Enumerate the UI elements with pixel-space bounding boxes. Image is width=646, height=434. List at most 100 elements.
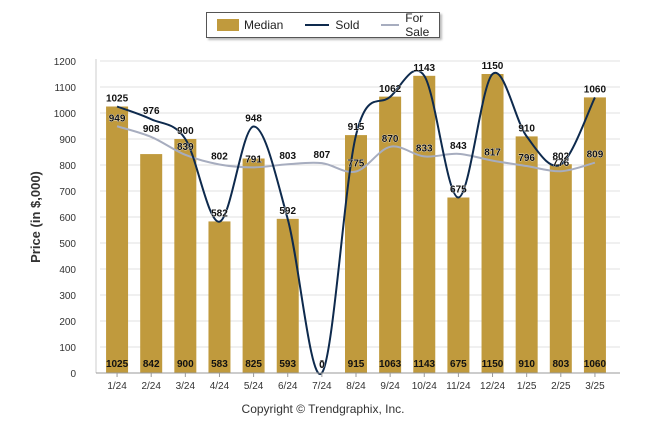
median-swatch xyxy=(217,19,239,31)
bar-median xyxy=(242,158,265,373)
x-tick-label: 1/25 xyxy=(517,381,537,392)
data-label-sold: 582 xyxy=(211,209,228,220)
series-lines xyxy=(116,69,596,375)
bar-median xyxy=(549,164,572,373)
bar-median xyxy=(140,154,163,373)
x-tick-label: 12/24 xyxy=(480,381,505,392)
y-tick-label: 200 xyxy=(59,317,76,328)
data-label-sold: 1025 xyxy=(106,94,129,105)
data-label-median: 1063 xyxy=(379,359,402,370)
data-label-sold: 1062 xyxy=(379,84,402,95)
legend: Median Sold For Sale xyxy=(206,11,440,39)
data-label-sold: 1150 xyxy=(482,61,504,72)
data-label-sold: 948 xyxy=(245,114,262,125)
x-tick-label: 10/24 xyxy=(412,381,437,392)
legend-item-for-sale[interactable]: For Sale xyxy=(381,11,439,39)
data-label-sold: 0 xyxy=(319,360,325,371)
bar-median xyxy=(174,139,197,373)
data-label-sold: 1060 xyxy=(584,84,607,95)
bar-median xyxy=(379,96,402,374)
x-tick-label: 6/24 xyxy=(278,381,298,392)
data-label-for-sale: 839 xyxy=(177,142,194,153)
y-tick-label: 1000 xyxy=(54,109,77,120)
bar-median xyxy=(413,75,436,373)
data-label-for-sale: 870 xyxy=(382,134,399,145)
data-label-median: 803 xyxy=(552,359,569,370)
data-label-median: 900 xyxy=(177,359,194,370)
x-tick-label: 11/24 xyxy=(446,381,471,392)
data-label-sold: 802 xyxy=(552,151,569,162)
data-label-for-sale: 949 xyxy=(109,113,126,124)
data-label-for-sale: 776 xyxy=(552,158,569,169)
y-tick-label: 800 xyxy=(59,161,76,172)
data-label-sold: 675 xyxy=(450,185,467,196)
data-label-median: 583 xyxy=(211,359,228,370)
x-tick-label: 4/24 xyxy=(210,381,230,392)
data-label-median: 825 xyxy=(245,359,262,370)
bar-median xyxy=(106,106,129,373)
data-label-for-sale: 791 xyxy=(245,154,262,165)
x-tick-label: 3/24 xyxy=(176,381,196,392)
data-label-for-sale: 803 xyxy=(279,151,296,162)
y-tick-label: 600 xyxy=(59,213,76,224)
x-tick-label: 7/24 xyxy=(312,381,332,392)
y-tick-label: 100 xyxy=(59,343,76,354)
y-tick-label: 700 xyxy=(59,187,76,198)
data-label-for-sale: 775 xyxy=(348,159,365,170)
y-axis: 0 100 200 300 400 500 600 700 800 900 1000 1100 1200 xyxy=(54,57,97,380)
y-tick-label: 300 xyxy=(59,291,76,302)
data-label-for-sale: 807 xyxy=(314,150,331,161)
y-tick-label: 1200 xyxy=(54,57,77,68)
data-label-median: 1150 xyxy=(482,359,504,370)
for-sale-line xyxy=(116,125,596,173)
x-tick-label: 2/25 xyxy=(551,381,571,392)
data-label-median: 675 xyxy=(450,359,467,370)
data-label-for-sale: 833 xyxy=(416,143,433,154)
copyright-footer: Copyright © Trendgraphix, Inc. xyxy=(241,402,405,416)
y-tick-label: 900 xyxy=(59,135,76,146)
bar-median xyxy=(276,218,299,373)
bar-median xyxy=(481,74,504,373)
data-label-for-sale: 843 xyxy=(450,141,467,152)
legend-item-median[interactable]: Median xyxy=(217,18,283,32)
bar-median xyxy=(583,97,606,374)
bar-median xyxy=(515,136,538,373)
y-axis-title: Price (in $,000) xyxy=(28,171,43,263)
data-label-sold: 915 xyxy=(348,122,365,133)
y-tick-label: 400 xyxy=(59,265,76,276)
sold-line xyxy=(116,69,596,375)
data-labels: 1025 842 900 583 825 593 0 915 1063 1143 675 1150 91… xyxy=(106,61,607,372)
x-tick-label: 2/24 xyxy=(141,381,161,392)
data-label-for-sale: 802 xyxy=(211,151,228,162)
data-label-sold: 910 xyxy=(518,123,535,134)
legend-label-sold: Sold xyxy=(335,18,360,32)
bar-median xyxy=(447,197,470,373)
data-label-for-sale: 809 xyxy=(587,150,604,161)
x-tick-label: 3/25 xyxy=(585,381,605,392)
data-label-sold: 976 xyxy=(143,106,160,117)
data-label-sold: 592 xyxy=(279,206,296,217)
data-label-median: 593 xyxy=(279,359,296,370)
legend-label-for-sale: For Sale xyxy=(405,11,430,39)
data-label-median: 910 xyxy=(518,359,535,370)
data-label-for-sale: 817 xyxy=(484,148,501,159)
data-label-median: 1143 xyxy=(413,359,435,370)
data-label-for-sale: 796 xyxy=(518,153,535,164)
y-tick-label: 1100 xyxy=(54,83,76,94)
x-tick-label: 8/24 xyxy=(346,381,366,392)
bar-median xyxy=(208,221,231,373)
legend-item-sold[interactable]: Sold xyxy=(305,18,359,32)
legend-label-median: Median xyxy=(244,18,284,32)
x-tick-label: 5/24 xyxy=(244,381,264,392)
data-label-sold: 1143 xyxy=(413,63,435,74)
x-tick-label: 1/24 xyxy=(107,381,127,392)
data-label-median: 915 xyxy=(348,359,365,370)
median-bars xyxy=(106,74,606,374)
data-label-median: 842 xyxy=(143,359,160,370)
data-label-median: 1025 xyxy=(106,359,129,370)
data-label-sold: 900 xyxy=(177,126,194,137)
x-axis: 1/24 2/24 3/24 4/24 5/24 6/24 7/24 8/24 9/24 10/2… xyxy=(96,372,620,392)
data-label-median: 1060 xyxy=(584,359,607,370)
sold-swatch xyxy=(305,24,330,26)
